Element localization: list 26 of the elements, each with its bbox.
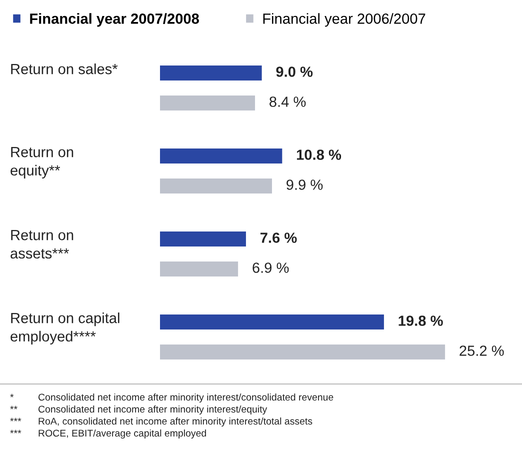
data-label: 6.9 % (252, 262, 289, 273)
bar (160, 148, 282, 164)
bar (160, 314, 384, 330)
y-tick-label: Return on capital employed**** (10, 312, 120, 344)
data-label: 7.6 % (260, 232, 297, 243)
y-tick-label: Return on assets*** (10, 230, 74, 259)
text: *** RoA, consolidated net income after minority interest/total assets (10, 417, 312, 427)
data-label: 9.9 % (286, 180, 323, 190)
data-label: 19.8 % (398, 316, 443, 326)
bar (160, 96, 256, 110)
text: ** Consolidated net income after minority interest/equity (10, 405, 268, 415)
bar (160, 66, 262, 80)
y-tick-label: Return on sales* (11, 64, 118, 74)
text: * Consolidated net income after minority interest/consolidated revenue (10, 393, 334, 403)
data-label: 9.0 % (276, 66, 313, 77)
bar (160, 262, 238, 276)
bar (160, 178, 272, 194)
bar (160, 232, 246, 246)
data-label: 10.8 % (296, 150, 342, 160)
legend-label: Financial year 2007/2008 (30, 13, 199, 27)
legend-label: Financial year 2006/2007 (263, 13, 426, 27)
y-tick-label: Return on equity** (10, 147, 74, 178)
data-label: 8.4 % (270, 96, 306, 107)
bar (160, 344, 446, 360)
text: *** ROCE, EBIT/average capital employed (10, 429, 206, 439)
data-label: 25.2 % (460, 346, 504, 356)
